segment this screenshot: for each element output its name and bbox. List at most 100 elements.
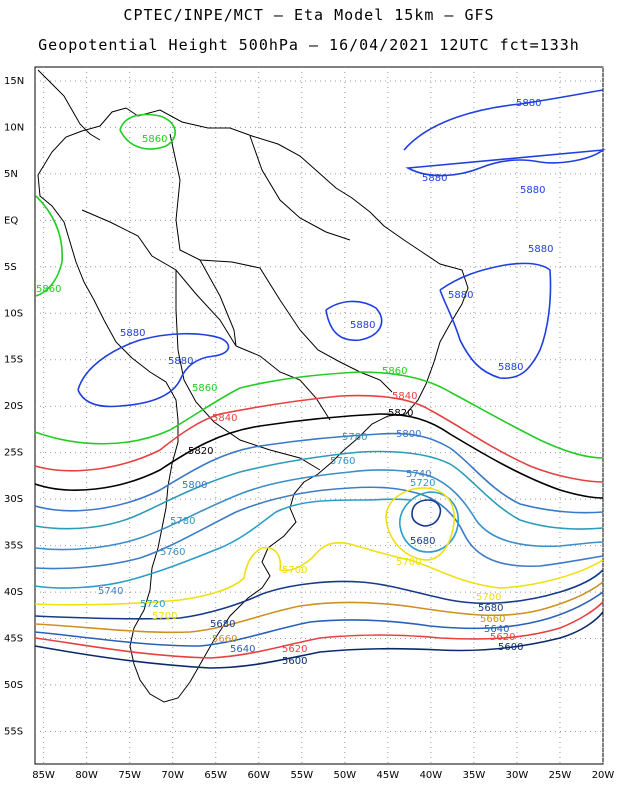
- lon-tick-label: 75W: [118, 770, 141, 781]
- contour-label: 5740: [98, 586, 123, 597]
- lat-tick-label: 15S: [4, 355, 23, 366]
- contour-label: 5720: [410, 478, 435, 489]
- lat-tick-label: 10S: [4, 308, 23, 319]
- contour-label: 5700: [396, 557, 421, 568]
- contour-5800: [34, 432, 604, 514]
- contour-5680: [34, 569, 604, 620]
- lon-tick-label: 35W: [463, 770, 486, 781]
- inner-border-6: [199, 259, 237, 347]
- contour-label: 5600: [282, 656, 307, 667]
- contour-label: 5880: [520, 185, 545, 196]
- coastline-borders: [37, 69, 469, 703]
- contour-5620: [34, 601, 604, 659]
- latitude-labels: 15N 10N 5N EQ 5S 10S 15S 20S 25S 30S 35S 40S 45S 50S 5…: [4, 76, 24, 738]
- contour-label: 5880: [120, 328, 145, 339]
- contour-label: 5860: [382, 366, 407, 377]
- inner-border-5: [249, 135, 351, 241]
- contour-label: 5780: [170, 516, 195, 527]
- contour-label: 5780: [342, 432, 367, 443]
- contour-5700: [34, 487, 604, 606]
- contour-label: 5860: [192, 383, 217, 394]
- contour-label: 5600: [498, 642, 523, 653]
- lat-tick-label: 40S: [4, 587, 23, 598]
- contour-label: 5800: [182, 480, 207, 491]
- contour-label: 5720: [140, 599, 165, 610]
- contour-5780: [34, 450, 604, 530]
- contour-label: 5620: [490, 632, 515, 643]
- contour-labels: 5880 5880 5880 5880 5880 5880 5880 5880 …: [36, 98, 553, 667]
- contour-label: 5680: [410, 536, 435, 547]
- contour-label: 5700: [476, 592, 501, 603]
- contour-5880-atlantic: [403, 89, 606, 177]
- contour-label: 5660: [480, 614, 505, 625]
- contour-5680-lobe: [411, 499, 442, 527]
- contour-label: 5640: [230, 644, 255, 655]
- contour-label: 5700: [152, 611, 177, 622]
- contour-label: 5840: [392, 391, 417, 402]
- contour-label: 5680: [210, 619, 235, 630]
- contour-label: 5680: [478, 603, 503, 614]
- contour-5880-bolivia: [77, 332, 230, 408]
- contour-label: 5800: [396, 429, 421, 440]
- lat-tick-label: 5N: [4, 169, 18, 180]
- contour-5720: [34, 491, 459, 589]
- lon-tick-label: 70W: [161, 770, 184, 781]
- contour-label: 5660: [212, 634, 237, 645]
- lat-tick-label: 15N: [4, 76, 24, 87]
- lon-tick-label: 85W: [32, 770, 55, 781]
- contour-label: 5620: [282, 644, 307, 655]
- contour-5880-ne: [439, 262, 552, 379]
- lon-tick-label: 60W: [247, 770, 270, 781]
- lat-tick-label: 5S: [4, 262, 17, 273]
- inner-border-3: [175, 270, 321, 471]
- lon-tick-label: 20W: [592, 770, 615, 781]
- contour-5760: [34, 469, 604, 551]
- height-contours: [34, 89, 606, 669]
- contour-label: 5880: [422, 173, 447, 184]
- contour-5600: [34, 611, 604, 669]
- contour-label: 5640: [484, 624, 509, 635]
- contour-5640: [34, 591, 604, 647]
- lat-tick-label: 25S: [4, 448, 23, 459]
- contour-5880-brazil: [325, 300, 383, 342]
- contour-5820: [34, 413, 604, 499]
- contour-5740: [34, 486, 604, 570]
- contour-label: 5860: [36, 284, 61, 295]
- contour-label: 5740: [406, 469, 431, 480]
- contour-label: 5760: [330, 456, 355, 467]
- contour-label: 5760: [160, 547, 185, 558]
- contour-5860: [34, 371, 604, 459]
- lat-tick-label: EQ: [4, 215, 18, 226]
- contour-label: 5840: [212, 413, 237, 424]
- contour-label: 5820: [388, 408, 413, 419]
- lon-tick-label: 80W: [75, 770, 98, 781]
- contour-5860-west: [35, 195, 63, 297]
- south-america-coastline: [37, 107, 469, 703]
- inner-border-4: [235, 345, 331, 421]
- contour-label: 5820: [188, 446, 213, 457]
- central-america-coastline: [37, 69, 101, 141]
- contour-5840: [34, 394, 604, 483]
- lat-tick-label: 30S: [4, 494, 23, 505]
- lon-tick-label: 40W: [420, 770, 443, 781]
- inner-border-1: [169, 133, 393, 393]
- lon-tick-label: 45W: [377, 770, 400, 781]
- lon-tick-label: 55W: [290, 770, 313, 781]
- lat-tick-label: 55S: [4, 726, 23, 737]
- longitude-labels: 85W 80W 75W 70W 65W 60W 55W 50W 45W 40W 35W 30W 25W 2…: [32, 770, 614, 781]
- contour-label: 5880: [448, 290, 473, 301]
- lat-tick-label: 10N: [4, 122, 24, 133]
- contour-5860-colombia: [119, 113, 176, 150]
- contour-label: 5880: [498, 362, 523, 373]
- inner-border-2: [81, 209, 237, 347]
- lat-tick-label: 45S: [4, 634, 23, 645]
- chart-title-line-1: CPTEC/INPE/MCT – Eta Model 15km – GFS: [123, 6, 495, 24]
- lon-tick-label: 50W: [334, 770, 357, 781]
- lon-tick-label: 30W: [506, 770, 529, 781]
- grid-lines: [35, 67, 604, 764]
- contour-label: 5860: [142, 134, 167, 145]
- lon-tick-label: 25W: [549, 770, 572, 781]
- contour-label: 5880: [516, 98, 541, 109]
- contour-5660: [34, 581, 604, 634]
